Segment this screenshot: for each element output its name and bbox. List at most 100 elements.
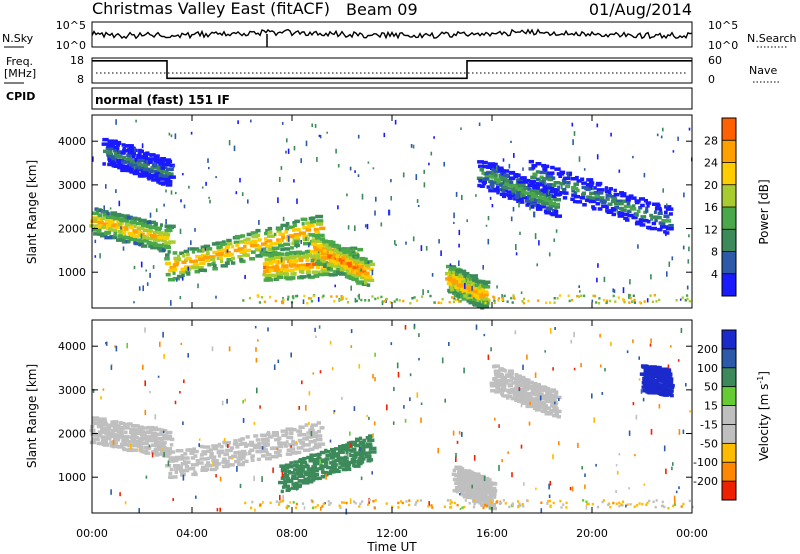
velocity-scatter-cell <box>409 397 411 402</box>
velocity-cell <box>666 373 671 377</box>
power-cell <box>107 162 114 167</box>
velocity-scatter-cell <box>244 398 246 402</box>
power-strip-cell <box>333 300 336 303</box>
ytick-label: 3000 <box>58 384 86 397</box>
power-cell <box>267 247 276 252</box>
velocity-scatter-cell <box>549 327 552 334</box>
power-cell <box>301 263 307 267</box>
power-cell <box>614 205 620 210</box>
power-cell <box>559 181 566 186</box>
power-scatter-cell <box>466 219 468 223</box>
power-cell <box>461 279 467 284</box>
power-cell <box>527 183 536 188</box>
velocity-strip-cell <box>682 502 685 506</box>
velocity-cell <box>287 469 291 474</box>
velocity-cell <box>316 421 321 425</box>
power-cell <box>113 231 118 235</box>
velocity-cell <box>201 450 207 454</box>
power-cell <box>570 177 578 181</box>
power-scatter-cell <box>512 206 515 212</box>
power-cell <box>502 186 509 190</box>
velocity-scatter-cell <box>632 402 635 406</box>
velocity-cell <box>234 459 241 464</box>
power-cell <box>290 246 294 250</box>
power-cell <box>115 225 121 229</box>
power-cell <box>366 283 371 287</box>
power-cell <box>523 191 532 195</box>
power-cell <box>511 187 518 191</box>
power-cell <box>547 177 554 182</box>
velocity-scatter-cell <box>144 380 146 387</box>
power-cell <box>303 241 311 246</box>
power-cell <box>194 247 200 251</box>
power-cell <box>636 209 641 214</box>
velocity-cell <box>548 393 553 397</box>
x-axis-label: Time UT <box>366 540 417 554</box>
power-cell <box>621 212 630 216</box>
power-scatter-cell <box>135 119 137 123</box>
power-cell <box>305 258 310 262</box>
power-cell <box>530 191 538 196</box>
power-cell <box>355 279 359 283</box>
power-cell <box>484 174 490 179</box>
power-cell <box>185 270 191 274</box>
power-cell <box>493 188 500 193</box>
power-scatter-cell <box>350 285 352 291</box>
velocity-scatter-cell <box>272 467 274 473</box>
power-cell <box>165 236 170 240</box>
power-strip-cell <box>598 297 601 300</box>
power-cell <box>354 251 359 256</box>
power-cell <box>147 177 151 181</box>
colorbar-tick-label: -100 <box>693 456 718 469</box>
power-strip-cell <box>457 298 460 301</box>
power-scatter-cell <box>364 224 367 228</box>
velocity-strip-cell <box>663 505 666 509</box>
velocity-strip-cell <box>397 501 400 505</box>
power-cell <box>164 177 171 181</box>
velocity-strip-cell <box>397 506 400 509</box>
power-scatter-cell <box>510 216 513 222</box>
velocity-cell <box>224 463 231 467</box>
velocity-cell <box>89 440 97 445</box>
velocity-scatter-cell <box>145 475 148 479</box>
power-strip-cell <box>497 299 500 302</box>
velocity-scatter-cell <box>183 379 185 384</box>
power-cell <box>564 184 571 189</box>
power-cell <box>607 202 613 206</box>
velocity-scatter-cell <box>282 494 284 501</box>
power-strip-cell <box>377 296 380 300</box>
power-cell <box>271 260 280 264</box>
velocity-cell <box>332 463 338 467</box>
velocity-cell <box>319 426 325 430</box>
power-scatter-cell <box>610 132 612 137</box>
power-cell <box>662 225 670 229</box>
power-cell <box>629 207 637 211</box>
power-cell <box>573 182 579 186</box>
power-scatter-cell <box>415 174 418 180</box>
power-cell <box>306 249 311 254</box>
power-scatter-cell <box>629 279 631 285</box>
power-cell <box>162 239 167 243</box>
power-strip-cell <box>341 297 344 301</box>
velocity-strip-cell <box>468 502 471 505</box>
velocity-cell <box>326 471 333 476</box>
power-cell <box>536 207 543 211</box>
velocity-cell <box>541 397 545 401</box>
power-cell <box>120 151 126 155</box>
velocity-strip-cell <box>416 499 419 502</box>
power-scatter-cell <box>281 121 284 125</box>
velocity-cell <box>545 406 552 410</box>
power-cell <box>589 196 597 200</box>
power-strip-cell <box>340 298 343 301</box>
power-scatter-cell <box>538 240 540 246</box>
velocity-cell <box>498 368 505 372</box>
power-cell <box>514 193 520 198</box>
power-cell <box>294 240 300 244</box>
power-scatter-cell <box>285 150 287 154</box>
power-cell <box>547 171 555 175</box>
velocity-scatter-cell <box>595 463 597 467</box>
power-strip-cell <box>385 297 388 301</box>
power-cell <box>315 239 323 244</box>
velocity-cell <box>465 495 471 500</box>
